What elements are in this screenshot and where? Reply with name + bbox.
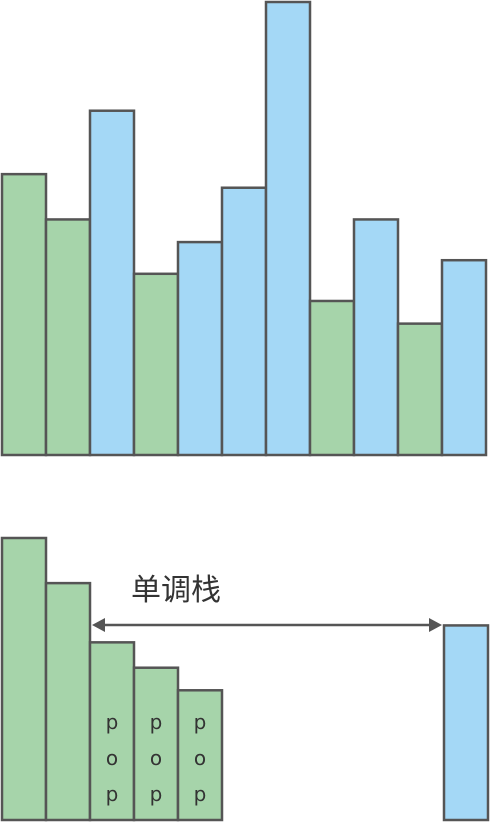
pop-label-1-letter-3: p [106,782,119,806]
stack-bar-1 [0,536,48,822]
pop-label-2-letter-1: p [150,710,163,734]
arrow-head-left [92,618,105,632]
top-bar-8 [308,299,356,457]
stack-bar-3 [88,641,136,822]
top-bar-9 [352,218,400,457]
incoming-bar [442,624,490,822]
top-bar-7 [264,0,312,457]
pop-label-3-letter-3: p [194,782,207,806]
pop-label-2-letter-3: p [150,782,163,806]
top-bar-5 [176,240,224,457]
pop-label-2-letter-2: o [150,746,162,770]
top-bar-4 [132,272,180,457]
monotonic-stack-label: 单调栈 [131,573,221,608]
stack-bar-4 [132,666,180,822]
top-bar-11 [440,258,488,457]
pop-label-1-letter-2: o [106,746,118,770]
top-bar-3 [88,109,136,457]
stack-bar-2 [44,581,92,822]
stack-bar-5 [176,689,224,822]
arrow-head-right [429,618,442,632]
pop-label-1-letter-1: p [106,710,119,734]
top-bar-chart [0,0,488,457]
top-bar-6 [220,186,268,457]
top-bar-2 [44,218,92,457]
top-bar-1 [0,172,48,457]
pop-label-3-letter-1: p [194,710,207,734]
pop-label-3-letter-2: o [194,746,206,770]
top-bar-10 [396,322,444,457]
